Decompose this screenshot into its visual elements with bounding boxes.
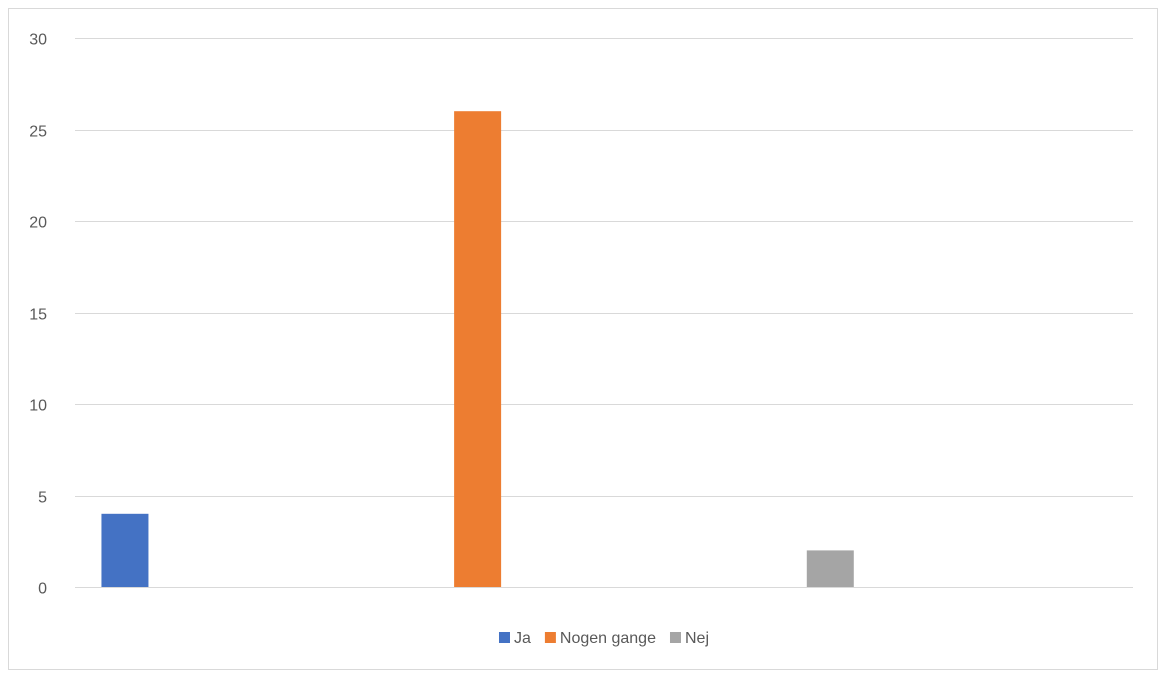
y-axis-tick-labels: 0 5 10 15 20 25 30 [29, 32, 47, 598]
bar-nej [806, 550, 854, 587]
legend-item-nogen-gange: Nogen gange [544, 630, 656, 647]
bar-chart: 0 5 10 15 20 25 30 Ja Nogen gange Nej [29, 32, 1133, 647]
y-tick-label-5: 5 [38, 490, 47, 507]
legend-swatch [498, 632, 510, 643]
chart-frame: 0 5 10 15 20 25 30 Ja Nogen gange Nej [8, 8, 1158, 670]
y-tick-label-10: 10 [29, 398, 47, 415]
legend-label: Nogen gange [560, 630, 656, 647]
legend-swatch [544, 632, 556, 643]
y-tick-label-0: 0 [38, 581, 47, 598]
legend-label: Nej [685, 630, 709, 647]
legend-label: Ja [514, 630, 531, 647]
y-tick-label-30: 30 [29, 32, 47, 49]
y-tick-label-20: 20 [29, 215, 47, 232]
legend: Ja Nogen gange Nej [498, 630, 709, 647]
legend-swatch [669, 632, 681, 643]
legend-item-nej: Nej [669, 630, 709, 647]
y-tick-label-15: 15 [29, 307, 47, 324]
bars [101, 111, 854, 587]
gridlines [75, 38, 1133, 588]
bar-ja [101, 513, 149, 587]
bar-nogen-gange [454, 111, 502, 587]
legend-item-ja: Ja [498, 630, 531, 647]
y-tick-label-25: 25 [29, 124, 47, 141]
